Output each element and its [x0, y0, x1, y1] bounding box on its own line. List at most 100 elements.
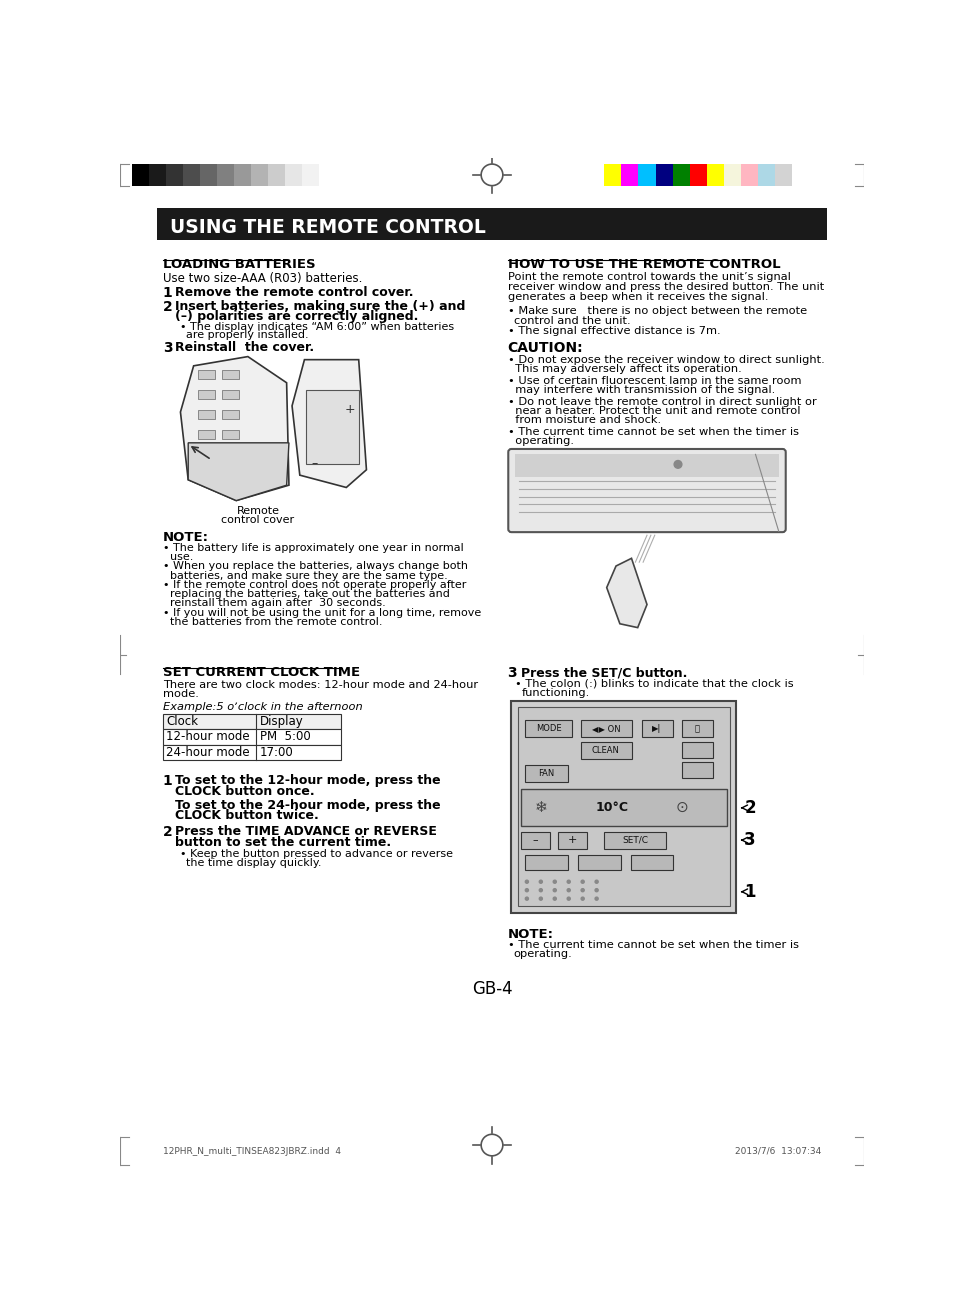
Text: • Keep the button pressed to advance or reverse: • Keep the button pressed to advance or … — [180, 849, 453, 858]
Text: reinstall them again after  30 seconds.: reinstall them again after 30 seconds. — [162, 599, 385, 608]
Circle shape — [567, 888, 570, 892]
Circle shape — [595, 888, 598, 892]
Bar — [631, 855, 673, 870]
Text: This may adversely affect its operation.: This may adversely affect its operation. — [508, 365, 741, 374]
Circle shape — [674, 461, 682, 468]
Bar — [319, 164, 336, 186]
Bar — [200, 164, 217, 186]
Text: are properly installed.: are properly installed. — [186, 330, 308, 341]
Bar — [198, 370, 214, 379]
Bar — [268, 164, 285, 186]
Bar — [223, 409, 239, 418]
Text: Clock: Clock — [166, 715, 199, 728]
Bar — [516, 454, 779, 478]
Bar — [525, 720, 572, 737]
Bar — [517, 707, 730, 907]
Text: Remove the remote control cover.: Remove the remote control cover. — [175, 286, 414, 299]
Circle shape — [553, 880, 557, 883]
Text: ⏻: ⏻ — [695, 724, 700, 733]
Text: 17:00: 17:00 — [259, 746, 293, 759]
Text: NOTE:: NOTE: — [162, 532, 208, 545]
Bar — [605, 832, 666, 849]
Text: • Do not leave the remote control in direct sunlight or: • Do not leave the remote control in dir… — [508, 396, 816, 407]
Bar — [581, 742, 632, 759]
Bar — [724, 164, 741, 186]
Text: 2013/7/6  13:07:34: 2013/7/6 13:07:34 — [735, 1146, 822, 1155]
Text: • The colon (:) blinks to indicate that the clock is: • The colon (:) blinks to indicate that … — [516, 679, 794, 688]
Text: 1: 1 — [162, 774, 173, 788]
Text: operating.: operating. — [514, 949, 572, 959]
Text: ❄: ❄ — [535, 800, 547, 816]
Text: near a heater. Protect the unit and remote control: near a heater. Protect the unit and remo… — [508, 405, 800, 416]
Bar — [558, 832, 588, 849]
Text: • The battery life is approximately one year in normal: • The battery life is approximately one … — [162, 544, 464, 553]
Bar — [198, 430, 214, 440]
Text: • The current time cannot be set when the timer is: • The current time cannot be set when th… — [508, 940, 799, 950]
Text: the batteries from the remote control.: the batteries from the remote control. — [162, 617, 382, 626]
Bar — [578, 855, 621, 870]
Circle shape — [540, 880, 542, 883]
Bar — [223, 390, 239, 399]
Text: 12PHR_N_multi_TINSEA823JBRZ.indd  4: 12PHR_N_multi_TINSEA823JBRZ.indd 4 — [162, 1146, 341, 1155]
Text: NOTE:: NOTE: — [508, 928, 554, 941]
Circle shape — [581, 880, 585, 883]
Text: There are two clock modes: 12-hour mode and 24-hour: There are two clock modes: 12-hour mode … — [162, 680, 478, 690]
Polygon shape — [292, 359, 367, 487]
Bar — [157, 208, 827, 241]
Text: USING THE REMOTE CONTROL: USING THE REMOTE CONTROL — [170, 218, 487, 237]
Text: control cover: control cover — [222, 515, 295, 525]
Bar — [525, 855, 568, 870]
Text: • The display indicates “AM 6:00” when batteries: • The display indicates “AM 6:00” when b… — [180, 322, 454, 332]
Circle shape — [567, 898, 570, 900]
Bar — [306, 391, 359, 463]
Bar — [182, 164, 200, 186]
Text: 2: 2 — [162, 300, 173, 313]
Text: Example:5 oʼclock in the afternoon: Example:5 oʼclock in the afternoon — [162, 701, 362, 712]
Text: • The signal effective distance is 7m.: • The signal effective distance is 7m. — [508, 326, 720, 336]
Bar — [689, 164, 707, 186]
Text: +: + — [568, 836, 577, 845]
Text: ⊙: ⊙ — [676, 800, 688, 816]
Text: may interfere with transmission of the signal.: may interfere with transmission of the s… — [508, 386, 775, 395]
Text: functioning.: functioning. — [521, 688, 589, 697]
Text: CAUTION:: CAUTION: — [508, 341, 583, 355]
Bar — [217, 164, 234, 186]
Bar — [198, 390, 214, 399]
Polygon shape — [607, 558, 647, 628]
Text: To set to the 12-hour mode, press the: To set to the 12-hour mode, press the — [175, 774, 441, 787]
Text: generates a beep when it receives the signal.: generates a beep when it receives the si… — [508, 292, 768, 301]
Polygon shape — [188, 442, 289, 500]
Circle shape — [595, 880, 598, 883]
Text: Point the remote control towards the unit’s signal: Point the remote control towards the uni… — [508, 272, 790, 282]
Circle shape — [525, 880, 528, 883]
Text: Press the TIME ADVANCE or REVERSE: Press the TIME ADVANCE or REVERSE — [175, 825, 437, 838]
Bar — [162, 745, 341, 761]
Text: 10°C: 10°C — [595, 801, 629, 815]
Text: Display: Display — [259, 715, 303, 728]
Text: Press the SET/C button.: Press the SET/C button. — [521, 666, 687, 679]
Bar — [707, 164, 724, 186]
Text: Reinstall  the cover.: Reinstall the cover. — [175, 341, 314, 354]
Bar — [162, 713, 341, 729]
Text: • If the remote control does not operate properly after: • If the remote control does not operate… — [162, 580, 466, 590]
Text: from moisture and shock.: from moisture and shock. — [508, 415, 660, 425]
Text: 3: 3 — [162, 341, 172, 355]
Bar — [223, 430, 239, 440]
Text: ◀▶ ON: ◀▶ ON — [592, 724, 620, 733]
Bar — [682, 742, 713, 758]
Text: receiver window and press the desired button. The unit: receiver window and press the desired bu… — [508, 282, 824, 292]
Text: Insert batteries, making sure the (+) and: Insert batteries, making sure the (+) an… — [175, 300, 466, 313]
FancyBboxPatch shape — [508, 449, 785, 532]
Bar — [162, 729, 341, 745]
Bar — [757, 164, 775, 186]
Bar — [149, 164, 166, 186]
Text: SET/C: SET/C — [622, 836, 648, 845]
Text: Remote: Remote — [236, 505, 279, 516]
Circle shape — [567, 880, 570, 883]
Bar — [198, 409, 214, 418]
Text: 1: 1 — [162, 286, 173, 300]
Text: 12-hour mode: 12-hour mode — [166, 730, 251, 744]
Text: HOW TO USE THE REMOTE CONTROL: HOW TO USE THE REMOTE CONTROL — [508, 258, 780, 271]
Text: • Use of certain fluorescent lamp in the same room: • Use of certain fluorescent lamp in the… — [508, 376, 801, 386]
Text: FAN: FAN — [539, 770, 554, 779]
